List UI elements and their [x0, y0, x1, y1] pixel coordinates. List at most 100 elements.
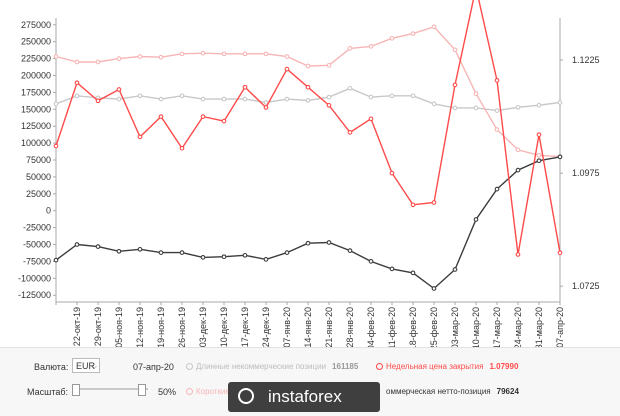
series-point-long [263, 100, 269, 105]
watermark-text: instaforex [268, 387, 342, 406]
y-left-tick-label: 0 [46, 206, 51, 216]
x-tick-label: 05-ноя-19 [114, 307, 124, 347]
x-tick-label: 31-мар-20 [534, 307, 544, 347]
series-point-net [494, 186, 500, 192]
y-left-tick-label: 75000 [26, 155, 51, 165]
series-point-net [305, 240, 311, 246]
currency-label: Валюта: [34, 362, 69, 372]
series-point-price [116, 87, 122, 92]
legend-long-value: 161185 [332, 362, 359, 371]
y-left-tick-label: -100000 [18, 273, 51, 283]
currency-select[interactable]: EUR ⌵ [72, 358, 100, 373]
series-point-short [116, 56, 122, 61]
series-point-long [494, 108, 500, 113]
chevron-down-icon: ⌵ [90, 362, 97, 371]
legend-net-label: оммерческая нетто-позиция [386, 387, 491, 396]
series-point-short [431, 24, 437, 30]
currency-value: EUR [76, 361, 96, 371]
scale-value: 50% [158, 387, 177, 397]
x-tick-label: 29-окт-19 [93, 307, 103, 346]
series-point-long [515, 104, 521, 110]
series-point-long [74, 93, 80, 99]
series-line-net [55, 156, 561, 290]
series-point-short [221, 51, 227, 57]
x-tick-label: 28-янв-20 [345, 307, 355, 347]
y-left-tick-label: 200000 [21, 70, 51, 80]
x-tick-label: 03-мар-20 [450, 307, 460, 347]
y-left-tick-label: 175000 [21, 87, 51, 97]
series-point-price [95, 98, 101, 104]
legend-short-marker [186, 388, 193, 396]
series-point-price [221, 118, 227, 124]
y-left-tick-label: -75000 [23, 256, 51, 266]
series-point-net [431, 286, 437, 291]
chart: 2750002500002250002000001750001500001250… [18, 0, 600, 347]
x-tick-label: 03-дек-19 [198, 307, 208, 347]
legend-long[interactable]: Длинные некоммерческие позиции 161185 [186, 362, 358, 371]
series-point-price [410, 202, 416, 208]
series-point-short [473, 91, 479, 97]
x-tick-label: 24-мар-20 [513, 307, 523, 347]
series-point-short [452, 47, 458, 53]
series-point-price [452, 82, 458, 88]
series-point-long [389, 93, 395, 99]
series-point-net [158, 250, 164, 255]
y-left-tick-label: 100000 [21, 138, 51, 148]
y-left-tick-label: -50000 [23, 240, 51, 250]
series-point-long [326, 94, 332, 100]
series-point-long [452, 105, 458, 111]
scale-label: Масштаб: [27, 387, 69, 397]
series-point-net [137, 246, 143, 252]
series-line-price [55, 0, 561, 255]
legend-long-marker [186, 363, 193, 371]
series-point-short [158, 54, 164, 60]
series-point-short [74, 59, 80, 65]
series-point-short [53, 54, 59, 59]
series-point-net [242, 252, 248, 258]
series-point-net [410, 270, 416, 276]
series-point-price [284, 66, 290, 72]
series-point-price [431, 200, 437, 205]
series-point-price [200, 114, 206, 119]
legend-net[interactable]: оммерческая нетто-позиция 79624 [386, 387, 519, 396]
legend-short[interactable]: Короткие [186, 387, 230, 396]
series-point-long [200, 96, 206, 102]
legend-price-marker [376, 363, 383, 371]
x-tick-label: 10-дек-19 [219, 307, 229, 347]
series-point-long [473, 105, 479, 111]
x-tick-label: 22-окт-19 [72, 307, 82, 346]
series-point-short [515, 147, 521, 153]
series-point-long [410, 93, 416, 99]
y-left-tick-label: 25000 [26, 189, 51, 199]
series-point-short [242, 51, 248, 57]
series-point-long [368, 94, 374, 100]
scale-slider-handle-right[interactable] [138, 384, 146, 396]
series-point-net [326, 240, 332, 245]
x-tick-label: 14-янв-20 [303, 307, 313, 347]
series-point-net [536, 158, 542, 164]
series-point-net [452, 267, 458, 272]
series-point-long [284, 96, 290, 102]
legend-short-label: Короткие [196, 387, 230, 396]
x-tick-label: 24-дек-19 [261, 307, 271, 347]
series-point-short [305, 63, 311, 69]
series-point-short [368, 44, 374, 49]
series-point-price [494, 78, 500, 83]
x-tick-label: 12-ноя-19 [135, 307, 145, 347]
series-point-short [200, 50, 206, 56]
series-point-net [389, 266, 395, 272]
series-point-net [221, 254, 227, 260]
scale-slider[interactable] [72, 384, 148, 396]
scale-slider-handle[interactable] [72, 384, 80, 396]
y-right-tick-label: 1.1225 [572, 55, 600, 65]
legend-long-label: Длинные некоммерческие позиции [196, 362, 327, 371]
series-point-price [263, 105, 269, 110]
series-point-price [515, 252, 521, 257]
x-tick-label: 25-фев-20 [429, 307, 439, 347]
series-point-price [179, 145, 185, 151]
watermark: instaforex [228, 382, 380, 412]
series-point-short [389, 35, 395, 41]
y-left-tick-label: 125000 [21, 121, 51, 131]
legend-price-value: 1.07990 [489, 362, 519, 371]
legend-price[interactable]: Недельная цена закрытия 1.07990 [376, 362, 518, 371]
